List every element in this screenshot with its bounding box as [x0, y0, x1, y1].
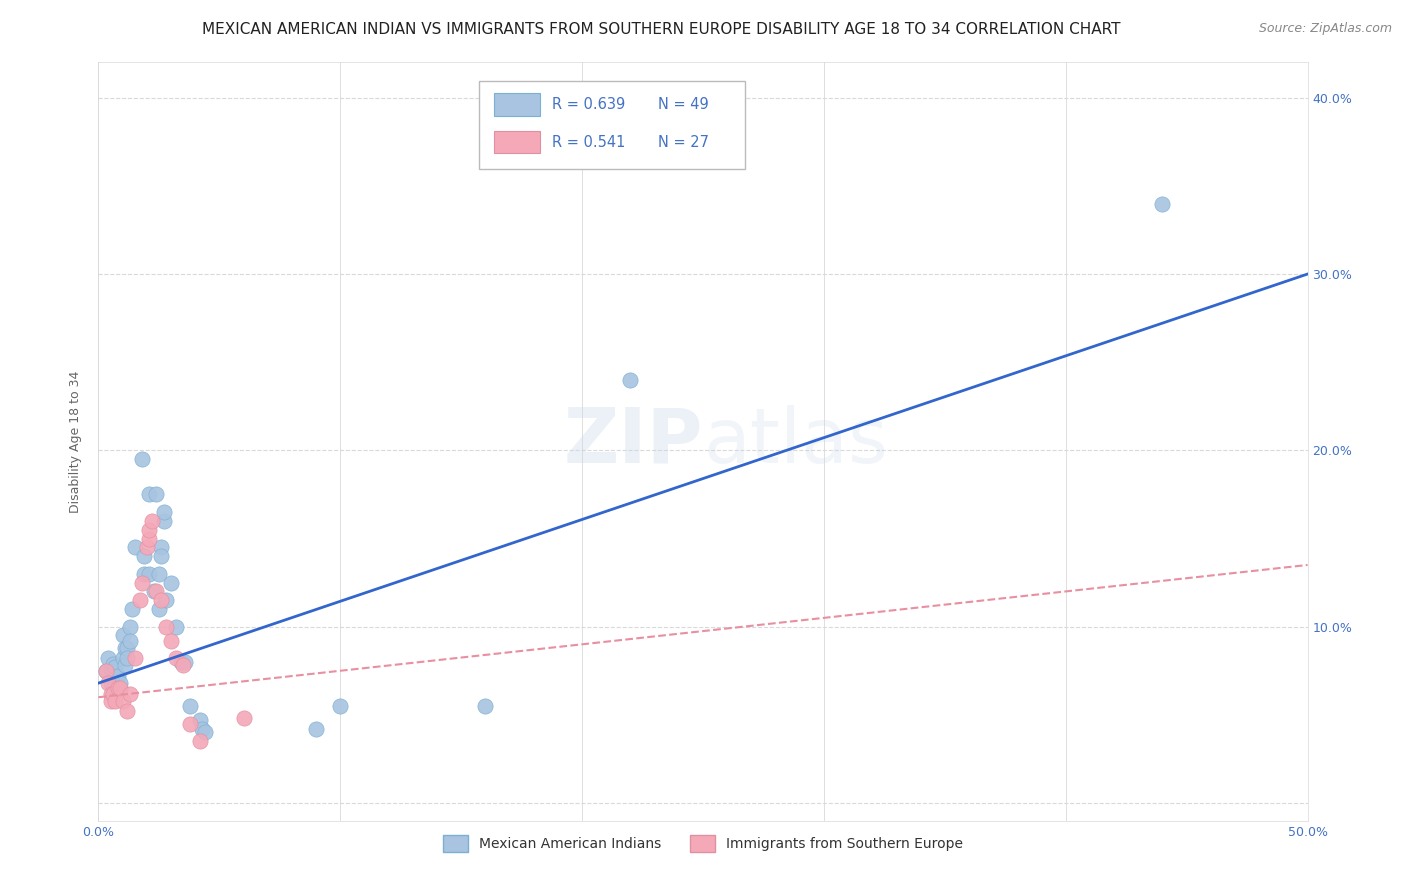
- Point: [155, 593, 177, 607]
- Point: [474, 699, 496, 714]
- Text: N = 49: N = 49: [658, 96, 709, 112]
- Point: [111, 694, 134, 708]
- Point: [107, 681, 129, 696]
- Point: [165, 651, 187, 665]
- Point: [155, 620, 177, 634]
- Point: [118, 633, 141, 648]
- Point: [152, 514, 174, 528]
- Y-axis label: Disability Age 18 to 34: Disability Age 18 to 34: [69, 370, 83, 513]
- Point: [138, 566, 160, 581]
- Point: [179, 716, 201, 731]
- Point: [101, 687, 124, 701]
- Text: Source: ZipAtlas.com: Source: ZipAtlas.com: [1258, 22, 1392, 36]
- Point: [160, 633, 183, 648]
- Point: [145, 584, 167, 599]
- Point: [114, 640, 136, 655]
- Point: [104, 660, 127, 674]
- Legend: Mexican American Indians, Immigrants from Southern Europe: Mexican American Indians, Immigrants fro…: [436, 829, 970, 859]
- Point: [150, 593, 173, 607]
- Point: [150, 549, 173, 563]
- Point: [141, 514, 163, 528]
- Point: [191, 722, 214, 736]
- Point: [108, 681, 131, 696]
- Point: [111, 628, 134, 642]
- Point: [108, 681, 131, 696]
- Bar: [494, 93, 540, 116]
- Point: [104, 694, 127, 708]
- Point: [100, 694, 122, 708]
- Point: [117, 640, 139, 655]
- Point: [118, 620, 141, 634]
- Point: [114, 658, 136, 673]
- Point: [124, 541, 146, 555]
- Point: [179, 699, 201, 714]
- Point: [188, 734, 211, 748]
- Point: [100, 662, 122, 676]
- Point: [169, 655, 191, 669]
- Text: atlas: atlas: [703, 405, 887, 478]
- Point: [329, 699, 352, 714]
- Point: [174, 655, 197, 669]
- Point: [172, 658, 194, 673]
- Point: [100, 676, 122, 690]
- Point: [145, 487, 167, 501]
- Point: [138, 487, 160, 501]
- Point: [131, 452, 153, 467]
- Bar: [479, 81, 745, 169]
- Point: [97, 651, 120, 665]
- Point: [100, 687, 122, 701]
- Point: [101, 657, 124, 671]
- Point: [101, 681, 124, 696]
- Point: [135, 541, 157, 555]
- Text: MEXICAN AMERICAN INDIAN VS IMMIGRANTS FROM SOUTHERN EUROPE DISABILITY AGE 18 TO : MEXICAN AMERICAN INDIAN VS IMMIGRANTS FR…: [201, 22, 1121, 37]
- Point: [138, 532, 160, 546]
- Point: [121, 602, 143, 616]
- Text: R = 0.639: R = 0.639: [551, 96, 626, 112]
- Point: [160, 575, 183, 590]
- Point: [117, 651, 139, 665]
- Point: [232, 711, 254, 725]
- Text: ZIP: ZIP: [564, 405, 703, 478]
- Point: [143, 584, 166, 599]
- Point: [150, 541, 173, 555]
- Point: [107, 681, 129, 696]
- Point: [94, 664, 117, 678]
- Point: [94, 664, 117, 678]
- Point: [124, 651, 146, 665]
- Point: [148, 602, 170, 616]
- Point: [138, 523, 160, 537]
- Point: [1152, 196, 1174, 211]
- Text: R = 0.541: R = 0.541: [551, 135, 626, 150]
- Point: [194, 725, 217, 739]
- Point: [152, 505, 174, 519]
- Point: [188, 713, 211, 727]
- Text: N = 27: N = 27: [658, 135, 709, 150]
- Point: [111, 651, 134, 665]
- Point: [619, 373, 641, 387]
- Point: [104, 669, 127, 683]
- Point: [305, 722, 328, 736]
- Point: [108, 676, 131, 690]
- Point: [134, 566, 156, 581]
- Point: [134, 549, 156, 563]
- Point: [107, 669, 129, 683]
- Point: [128, 593, 150, 607]
- Point: [148, 566, 170, 581]
- Point: [118, 687, 141, 701]
- Point: [131, 575, 153, 590]
- Point: [165, 620, 187, 634]
- Point: [97, 676, 120, 690]
- Point: [117, 704, 139, 718]
- Bar: [494, 130, 540, 153]
